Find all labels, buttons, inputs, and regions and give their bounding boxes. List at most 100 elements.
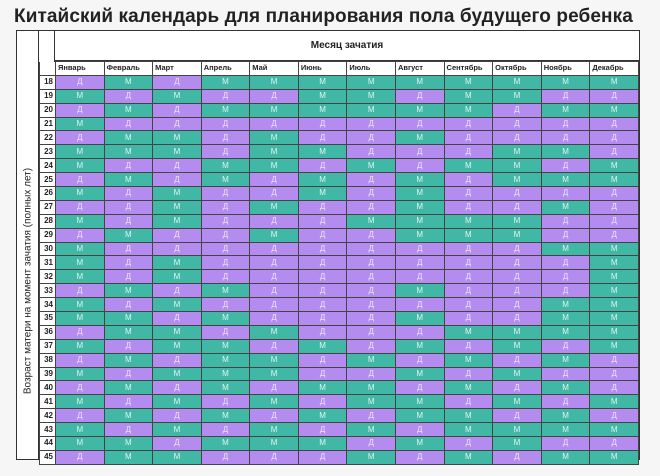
cell-boy: М [346,394,396,410]
cell-girl: Д [346,338,396,354]
cell-girl: Д [297,449,348,465]
cell-boy: М [394,227,445,243]
cell-boy: М [443,422,494,438]
cell-girl: Д [297,255,348,271]
month-label: Май [249,61,299,76]
age-label: 30 [39,241,56,257]
cell-girl: Д [297,130,348,146]
cell-boy: М [540,422,591,438]
cell-girl: Д [103,269,154,285]
table-row: 27 Д Д М Д М Д Д М Д Д М Д [39,199,639,215]
cell-boy: М [394,213,445,229]
month-label: Октябрь [492,61,542,76]
table-row: 26 М Д М Д Д М Д М Д Д Д Д [39,186,639,201]
cell-girl: Д [54,130,105,146]
cell-girl: Д [200,255,251,271]
month-label: Сентябрь [443,61,494,76]
table-row: 28 М Д М Д Д Д М М М М Д Д [39,213,639,229]
table-row: 32 М Д М Д Д Д Д Д Д Д Д М [39,269,639,285]
age-label: 18 [39,74,56,90]
cell-girl: Д [492,449,542,465]
cell-girl: Д [152,311,202,326]
cell-boy: М [540,74,591,90]
cell-girl: Д [394,422,445,438]
age-label: 27 [39,199,56,215]
age-label: 43 [39,422,56,438]
cell-girl: Д [152,241,202,257]
cell-girl: Д [152,352,202,368]
cell-girl: Д [589,213,639,229]
cell-girl: Д [249,172,299,188]
cell-girl: Д [346,255,396,271]
cell-boy: М [249,74,299,90]
cell-girl: Д [346,172,396,188]
table-row: 24 М Д Д М М Д М Д М М Д М [39,158,639,174]
cell-boy: М [200,352,251,368]
cell-girl: Д [492,269,542,285]
cell-girl: Д [103,199,154,215]
cell-girl: Д [103,186,154,201]
cell-boy: М [54,297,105,313]
cell-girl: Д [394,144,445,160]
cell-girl: Д [54,352,105,368]
cell-boy: М [200,338,251,354]
cell-girl: Д [492,241,542,257]
cell-girl: Д [346,283,396,299]
cell-girl: Д [492,199,542,215]
cell-girl: Д [443,199,494,215]
cell-girl: Д [443,436,494,451]
cell-girl: Д [394,269,445,285]
cell-boy: М [540,311,591,326]
cell-boy: М [443,408,494,424]
cell-girl: Д [394,241,445,257]
cell-boy: М [346,352,396,368]
cell-boy: М [297,144,348,160]
cell-boy: М [152,144,202,160]
cell-girl: Д [297,394,348,410]
cell-boy: М [346,88,396,104]
month-header: Месяц зачатия [55,31,639,61]
cell-boy: М [54,338,105,354]
age-label: 45 [39,449,56,465]
cell-girl: Д [346,436,396,451]
cell-girl: Д [346,227,396,243]
table-row: 41 М Д М Д М Д М М Д М Д М [39,394,639,410]
cell-boy: М [103,408,154,424]
cell-boy: М [54,88,105,104]
age-label: 33 [39,283,56,299]
age-header-blank [39,61,56,76]
cell-girl: Д [103,297,154,313]
cell-girl: Д [200,88,251,104]
age-label: 36 [39,324,56,340]
cell-girl: Д [394,352,445,368]
cell-boy: М [249,199,299,215]
cell-girl: Д [103,116,154,132]
cell-boy: М [152,186,202,201]
cell-boy: М [589,422,639,438]
cell-girl: Д [492,352,542,368]
cell-girl: Д [297,213,348,229]
cell-boy: М [297,88,348,104]
cell-boy: М [589,311,639,326]
age-label: 29 [39,227,56,243]
cell-girl: Д [346,311,396,326]
cell-girl: Д [200,324,251,340]
cell-boy: М [297,102,348,118]
cell-girl: Д [103,422,154,438]
cell-girl: Д [249,338,299,354]
cell-girl: Д [200,199,251,215]
month-label: Август [394,61,445,76]
table-row: 25 Д М Д М Д М Д М Д М М М [39,172,639,188]
table-row: 39 М Д М М М Д Д М Д М Д Д [39,366,639,382]
age-label: 41 [39,394,56,410]
cell-boy: М [589,158,639,174]
cell-girl: Д [443,283,494,299]
cell-girl: Д [249,380,299,396]
cell-girl: Д [152,158,202,174]
cell-boy: М [540,297,591,313]
table-row: 44 М М Д М М М Д М Д М Д Д [39,436,639,451]
cell-boy: М [103,74,154,90]
month-label: Июнь [297,61,348,76]
cell-girl: Д [297,297,348,313]
cell-boy: М [200,311,251,326]
